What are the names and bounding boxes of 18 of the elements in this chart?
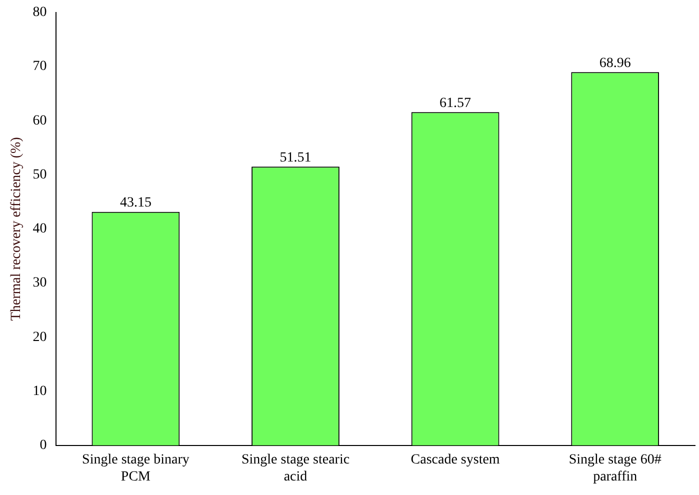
- y-tick-label: 80: [32, 5, 47, 20]
- data-label: 51.51: [280, 150, 312, 166]
- y-tick-label: 60: [32, 113, 47, 128]
- data-label: 43.15: [120, 196, 152, 211]
- y-axis-title: Thermal recovery efficiency (%): [9, 136, 24, 321]
- data-label: 61.57: [440, 96, 472, 111]
- y-tick-label: 40: [32, 222, 47, 237]
- y-tick-label: 0: [40, 438, 47, 454]
- y-tick-label: 50: [32, 167, 47, 182]
- x-tick-label: Single stage 60# paraffin: [568, 452, 662, 484]
- data-label: 68.96: [599, 56, 631, 71]
- x-tick-label: Single stage stearic acid: [241, 452, 350, 484]
- y-tick-label: 10: [32, 384, 47, 399]
- x-tick-label: Cascade system: [410, 452, 500, 468]
- y-tick-label: 70: [32, 59, 47, 74]
- y-tick-label: 30: [32, 276, 47, 291]
- x-tick-label: Single stage binary PCM: [82, 452, 190, 484]
- y-tick-label: 20: [32, 330, 47, 345]
